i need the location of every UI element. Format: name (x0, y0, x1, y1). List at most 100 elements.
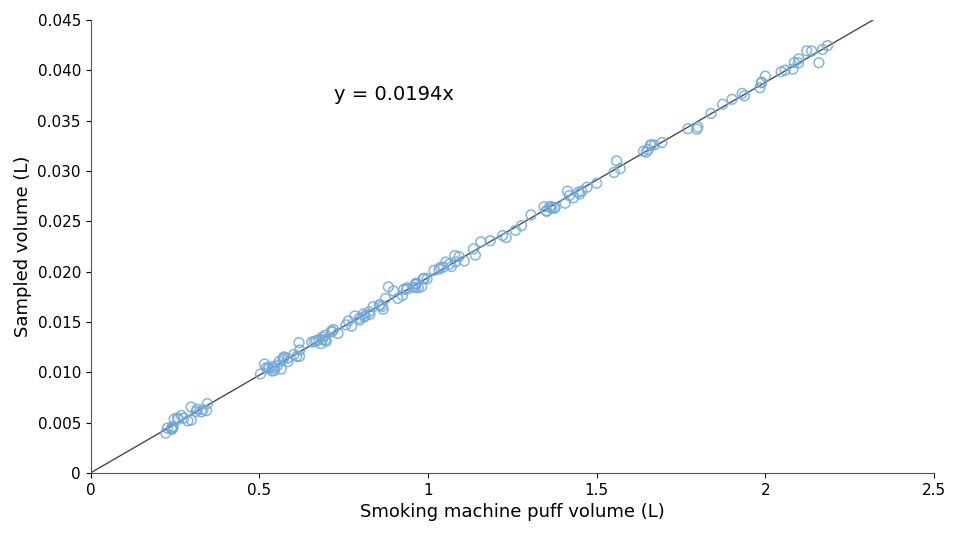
Point (643, 141, 659, 149)
Point (352, 316, 368, 324)
Point (399, 285, 415, 294)
Point (498, 233, 514, 242)
Point (572, 190, 588, 198)
Point (261, 363, 276, 372)
Point (774, 67, 789, 76)
Point (508, 226, 523, 235)
Point (280, 357, 296, 366)
Point (689, 125, 705, 133)
Point (444, 262, 459, 271)
Point (786, 58, 802, 67)
Point (390, 294, 405, 303)
Point (734, 89, 750, 97)
Point (431, 265, 446, 273)
Point (690, 123, 706, 131)
Point (261, 364, 276, 373)
Point (304, 338, 320, 346)
Point (276, 353, 292, 361)
Point (483, 236, 498, 245)
Point (704, 109, 719, 118)
Point (176, 414, 191, 423)
Point (562, 192, 577, 200)
Point (416, 274, 431, 283)
Point (754, 78, 769, 87)
Point (408, 280, 423, 289)
Point (365, 302, 380, 311)
Point (539, 207, 554, 215)
Point (514, 221, 529, 230)
Point (318, 331, 333, 340)
Point (341, 317, 356, 325)
Point (736, 91, 752, 100)
Point (537, 202, 552, 211)
Point (406, 283, 421, 292)
Point (265, 367, 280, 376)
Point (319, 337, 334, 346)
Point (543, 202, 559, 211)
Point (654, 139, 669, 147)
Point (468, 251, 483, 259)
Point (547, 203, 563, 212)
Point (375, 305, 391, 314)
Point (188, 407, 204, 416)
Point (609, 157, 624, 165)
Point (636, 147, 651, 156)
Point (357, 311, 372, 320)
Point (542, 202, 558, 211)
Point (372, 301, 388, 309)
Point (589, 179, 605, 187)
Point (791, 59, 806, 67)
Point (195, 406, 210, 414)
Point (252, 370, 268, 378)
Point (579, 183, 594, 192)
Point (811, 58, 827, 67)
Point (409, 279, 424, 287)
Point (408, 284, 423, 292)
Point (311, 336, 326, 345)
Text: y = 0.0194x: y = 0.0194x (333, 86, 453, 104)
Point (815, 45, 830, 54)
Point (571, 188, 587, 196)
Point (754, 79, 769, 87)
Point (362, 308, 377, 316)
Point (165, 422, 180, 431)
Point (395, 291, 410, 300)
X-axis label: Smoking machine puff volume (L): Smoking machine puff volume (L) (360, 503, 664, 521)
Point (457, 257, 472, 265)
Point (681, 124, 696, 133)
Point (267, 364, 282, 372)
Point (324, 327, 340, 336)
Point (804, 47, 819, 55)
Point (257, 360, 273, 368)
Point (420, 274, 435, 283)
Point (292, 346, 307, 354)
Point (292, 352, 307, 361)
Point (351, 314, 367, 323)
Point (362, 310, 377, 318)
Point (612, 164, 628, 173)
Point (426, 266, 442, 274)
Point (272, 357, 287, 366)
Point (348, 311, 363, 320)
Point (381, 282, 396, 291)
Point (447, 251, 463, 260)
Point (344, 322, 359, 331)
Point (291, 338, 306, 347)
Point (158, 429, 174, 438)
Point (753, 83, 768, 92)
Point (439, 258, 454, 266)
Point (396, 285, 412, 294)
Point (164, 424, 180, 432)
Point (171, 415, 186, 424)
Point (324, 326, 339, 335)
Point (183, 416, 199, 424)
Point (523, 211, 539, 219)
Point (372, 301, 387, 309)
Y-axis label: Sampled volume (L): Sampled volume (L) (13, 156, 32, 337)
Point (565, 194, 581, 202)
Point (411, 284, 426, 292)
Point (199, 407, 214, 415)
Point (724, 95, 739, 104)
Point (448, 257, 464, 266)
Point (338, 320, 353, 329)
